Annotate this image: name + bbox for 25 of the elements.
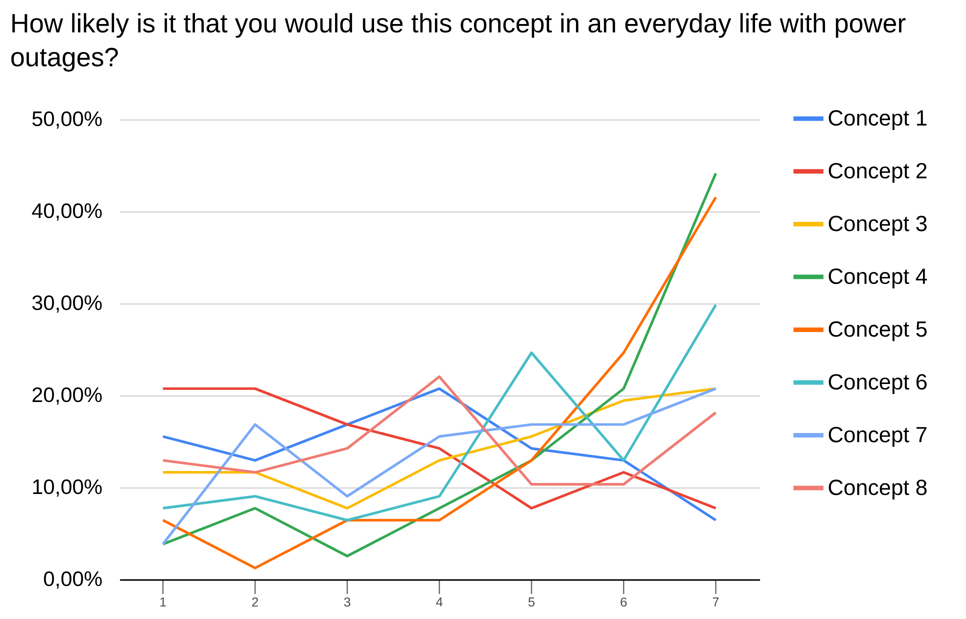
legend-label: Concept 4 xyxy=(828,268,927,288)
x-tick-label: 2 xyxy=(252,598,258,607)
x-tick-label: 7 xyxy=(712,598,719,606)
legend-label: Concept 5 xyxy=(828,321,927,342)
legend-label: Concept 3 xyxy=(828,216,927,236)
x-tick-label: 1 xyxy=(160,598,166,606)
line-series xyxy=(162,304,718,522)
y-tick-label: 50,00% xyxy=(32,111,102,129)
chart-title: How likely is it that you would use this concept in an everyday life with power outages? xyxy=(11,13,906,72)
legend-label: Concept 1 xyxy=(828,110,927,130)
y-tick-label: 0,00% xyxy=(44,571,102,589)
x-tick-label: 5 xyxy=(528,598,535,607)
y-tick-label: 30,00% xyxy=(32,295,102,313)
line-series xyxy=(162,387,718,546)
legend-label: Concept 6 xyxy=(828,374,927,394)
x-tick-label: 4 xyxy=(436,598,443,606)
line-series xyxy=(162,375,718,486)
x-tick-label: 6 xyxy=(620,598,627,607)
legend-label: Concept 7 xyxy=(828,426,926,447)
legend-label: Concept 2 xyxy=(828,162,926,183)
y-tick-label: 10,00% xyxy=(33,479,102,497)
y-tick-label: 40,00% xyxy=(32,203,102,221)
legend-label: Concept 8 xyxy=(828,480,927,500)
y-tick-label: 20,00% xyxy=(32,387,102,405)
x-tick-label: 3 xyxy=(344,598,350,607)
